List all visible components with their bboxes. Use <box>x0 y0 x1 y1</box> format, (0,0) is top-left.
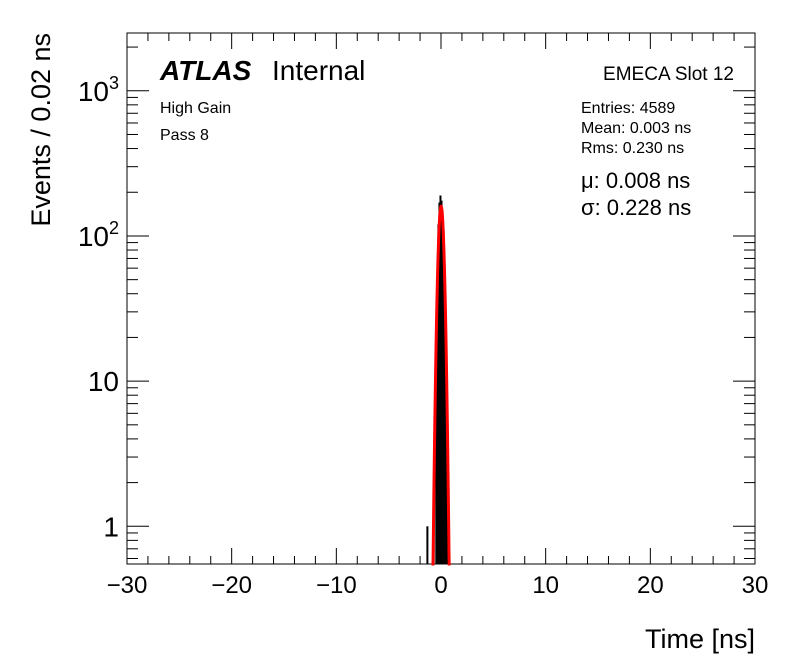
y-axis-label: Events / 0.02 ns <box>26 33 56 227</box>
pass-label: Pass 8 <box>160 127 209 144</box>
x-axis-label: Time [ns] <box>645 624 755 654</box>
gaussian-fit-curve <box>431 204 451 566</box>
stat-entries: Entries: 4589 <box>581 100 675 117</box>
x-tick-label: 20 <box>637 572 664 599</box>
x-axis: −30 −20 −10 0 10 20 30 <box>107 33 769 599</box>
gain-label: High Gain <box>160 100 231 117</box>
y-axis: 1 10 102 103 <box>78 46 755 560</box>
slot-title: EMECA Slot 12 <box>603 64 734 85</box>
y-tick-label: 103 <box>78 73 119 107</box>
y-tick-label: 102 <box>78 218 119 252</box>
y-tick-label: 10 <box>88 366 119 397</box>
x-tick-label: −20 <box>211 572 252 599</box>
atlas-sub-label: Internal <box>272 55 365 86</box>
x-tick-label: −30 <box>107 572 148 599</box>
stat-mean: Mean: 0.003 ns <box>581 120 691 137</box>
atlas-label: ATLAS <box>159 55 252 86</box>
y-tick-label: 1 <box>103 511 119 542</box>
fit-mu: μ: 0.008 ns <box>581 168 690 193</box>
stat-rms: Rms: 0.230 ns <box>581 140 684 157</box>
data-marks <box>426 195 451 566</box>
x-tick-label: 30 <box>742 572 769 599</box>
x-tick-label: 0 <box>434 572 447 599</box>
fit-sigma: σ: 0.228 ns <box>581 195 691 220</box>
x-tick-label: 10 <box>532 572 559 599</box>
x-tick-label: −10 <box>316 572 357 599</box>
